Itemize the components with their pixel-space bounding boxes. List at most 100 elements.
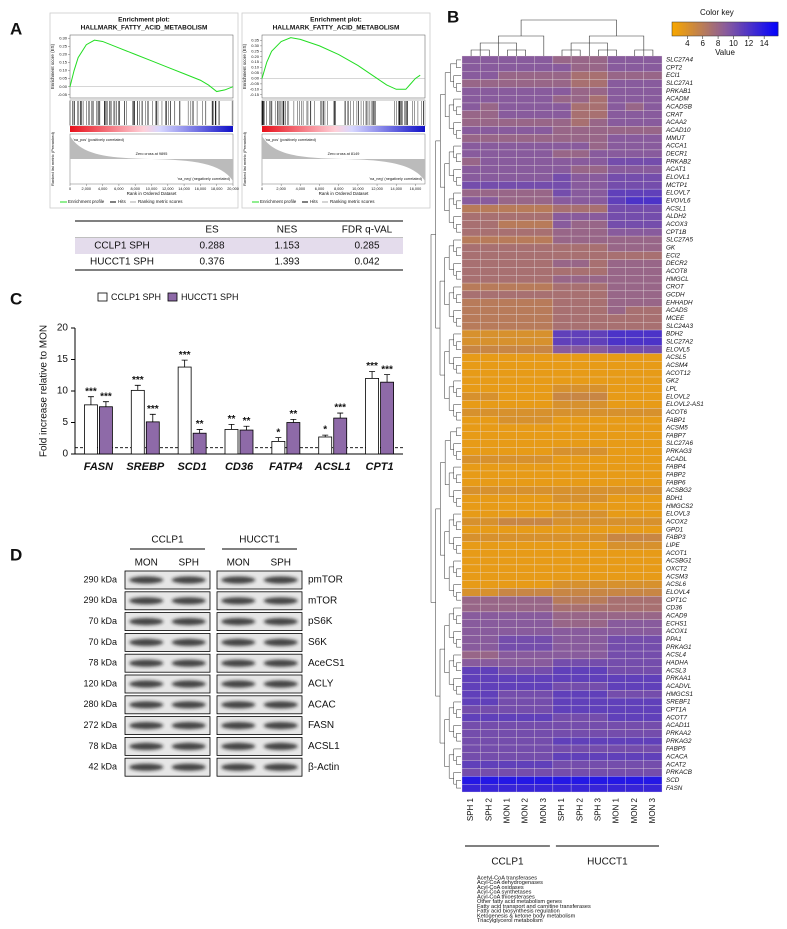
row-label: SLC27A4 — [666, 57, 693, 64]
significance: *** — [179, 350, 191, 361]
heat-cell — [516, 337, 535, 346]
heat-cell — [552, 251, 572, 260]
heat-cell — [461, 509, 481, 519]
heat-cell — [516, 173, 535, 182]
heat-cell — [516, 564, 535, 573]
heat-cell — [570, 737, 590, 746]
protein-label: ACSL1 — [308, 741, 340, 752]
band — [221, 597, 256, 605]
bar — [192, 432, 207, 455]
heat-cell — [607, 768, 626, 777]
heat-cell — [607, 298, 626, 307]
row-label: ECI1 — [666, 72, 680, 79]
neg-label: 'na_neg' (negatively correlated) — [369, 177, 422, 181]
heat-cell — [498, 658, 517, 667]
heat-cell — [643, 220, 663, 229]
row-label: FABP1 — [666, 417, 685, 424]
heat-cell — [461, 298, 481, 307]
heat-cell — [534, 619, 554, 628]
blot-box — [124, 674, 211, 694]
heat-cell — [643, 541, 663, 550]
row-label: ELOVL2 — [666, 393, 690, 400]
heat-cell — [498, 329, 517, 339]
heat-cell — [461, 94, 481, 104]
protein-label: AceCS1 — [308, 658, 345, 669]
heat-cell — [534, 729, 554, 738]
x-tick-label: CPT1 — [366, 461, 394, 473]
heat-cell — [570, 784, 590, 793]
heat-cell — [461, 674, 481, 683]
heat-cell — [534, 87, 554, 96]
heat-cell — [534, 259, 554, 268]
mw-label: 272 kDa — [83, 720, 117, 730]
x-tick-label: 6,000 — [315, 187, 325, 191]
heat-cell — [480, 705, 499, 714]
row-label: ACADM — [665, 96, 689, 103]
heat-cell — [589, 63, 608, 72]
heat-cell — [589, 165, 608, 174]
heat-cell — [498, 776, 517, 785]
heat-cell — [607, 572, 626, 581]
y-tick-label: 0.05 — [251, 70, 260, 75]
heat-cell — [589, 196, 608, 205]
heat-cell — [570, 290, 590, 299]
dendrogram — [453, 490, 461, 503]
heat-cell — [480, 173, 499, 182]
colorbar-step — [709, 22, 712, 36]
protein-label: β-Actin — [308, 762, 339, 773]
colorbar-step — [716, 22, 719, 36]
dendrogram — [440, 462, 446, 556]
heat-cell — [607, 588, 626, 597]
heat-cell — [534, 455, 554, 464]
heat-cell — [516, 298, 535, 307]
heat-cell — [607, 220, 626, 229]
heat-cell — [552, 282, 572, 292]
blot-box — [124, 737, 211, 756]
heat-cell — [480, 517, 499, 526]
heat-cell — [498, 267, 517, 276]
heat-cell — [570, 87, 590, 96]
lane-label: MON — [227, 558, 250, 569]
heat-cell — [643, 134, 663, 143]
heat-cell — [643, 290, 663, 299]
heat-cell — [643, 752, 663, 761]
heat-cell — [480, 525, 499, 534]
significance: * — [323, 425, 327, 436]
heat-cell — [480, 596, 499, 605]
heat-cell — [498, 635, 517, 644]
bar — [145, 421, 160, 455]
band — [129, 763, 164, 771]
heat-cell — [480, 729, 499, 738]
heat-cell — [516, 118, 535, 127]
column-label: SPH 1 — [466, 797, 475, 821]
legend-swatch — [97, 292, 108, 302]
panel-label: C — [10, 289, 22, 308]
band — [221, 680, 256, 688]
blot-group: HUCCT1 — [239, 535, 280, 546]
legend-label: Enrichment profile — [68, 199, 105, 204]
heat-cell — [552, 619, 572, 628]
row-label: GPD1 — [666, 526, 683, 533]
band — [221, 742, 256, 751]
heat-cell — [516, 643, 535, 652]
heat-cell — [570, 556, 590, 566]
heat-cell — [607, 196, 626, 205]
legend-label: Enrichment profile — [260, 199, 297, 204]
heat-cell — [516, 126, 535, 135]
heat-cell — [570, 752, 590, 761]
heat-cell — [589, 478, 608, 487]
row-label: DECR2 — [666, 260, 688, 267]
heat-cell — [534, 462, 554, 472]
heat-cell — [607, 181, 626, 190]
row-label: ECHS1 — [666, 620, 687, 627]
heat-cell — [552, 243, 572, 252]
heat-cell — [516, 603, 535, 613]
heat-cell — [589, 643, 608, 652]
row-label: ACACA — [665, 753, 688, 760]
heat-cell — [552, 682, 572, 691]
heat-cell — [534, 776, 554, 785]
heat-cell — [607, 267, 626, 276]
heat-cell — [498, 259, 517, 268]
colorbar-step — [765, 22, 768, 36]
blot-group: CCLP1 — [151, 535, 184, 546]
